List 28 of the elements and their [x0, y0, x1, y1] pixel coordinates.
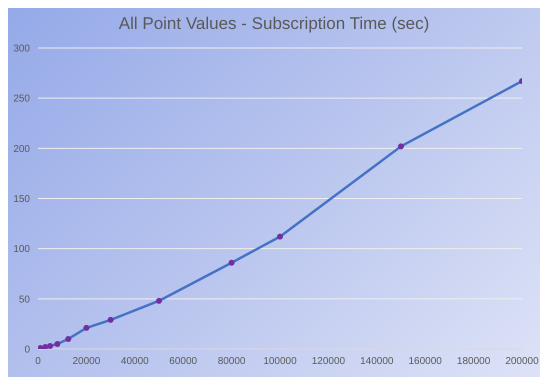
x-tick-label: 60000 — [169, 356, 198, 368]
point — [277, 234, 283, 240]
x-tick-label: 80000 — [218, 356, 246, 368]
x-tick-label: 0 — [35, 356, 42, 368]
y-tick-label: 200 — [13, 144, 30, 155]
x-tick-label: 100000 — [263, 356, 298, 368]
point — [47, 342, 54, 349]
x-tick-label: 20000 — [72, 356, 101, 368]
y-tick-label: 300 — [13, 44, 30, 55]
x-tick-label: 200000 — [505, 356, 540, 368]
y-tick-label: 150 — [13, 194, 30, 206]
point — [54, 340, 60, 347]
point — [156, 298, 162, 304]
x-tick-label: 120000 — [312, 356, 346, 368]
x-tick-label: 160000 — [408, 356, 442, 368]
x-tick-label: 140000 — [360, 356, 394, 368]
point — [398, 143, 404, 150]
x-tick-label: 40000 — [120, 356, 150, 368]
point — [83, 324, 90, 331]
x-tick-label: 180000 — [456, 356, 491, 368]
y-tick-label: 50 — [18, 294, 30, 306]
y-tick-label: 100 — [13, 244, 30, 256]
point — [65, 336, 72, 342]
y-tick-label: 250 — [13, 94, 30, 105]
point — [228, 260, 235, 266]
point — [108, 316, 114, 323]
chart-title: All Point Values - Subscription Time (sec) — [118, 14, 430, 34]
y-tick-label: 0 — [24, 344, 30, 356]
